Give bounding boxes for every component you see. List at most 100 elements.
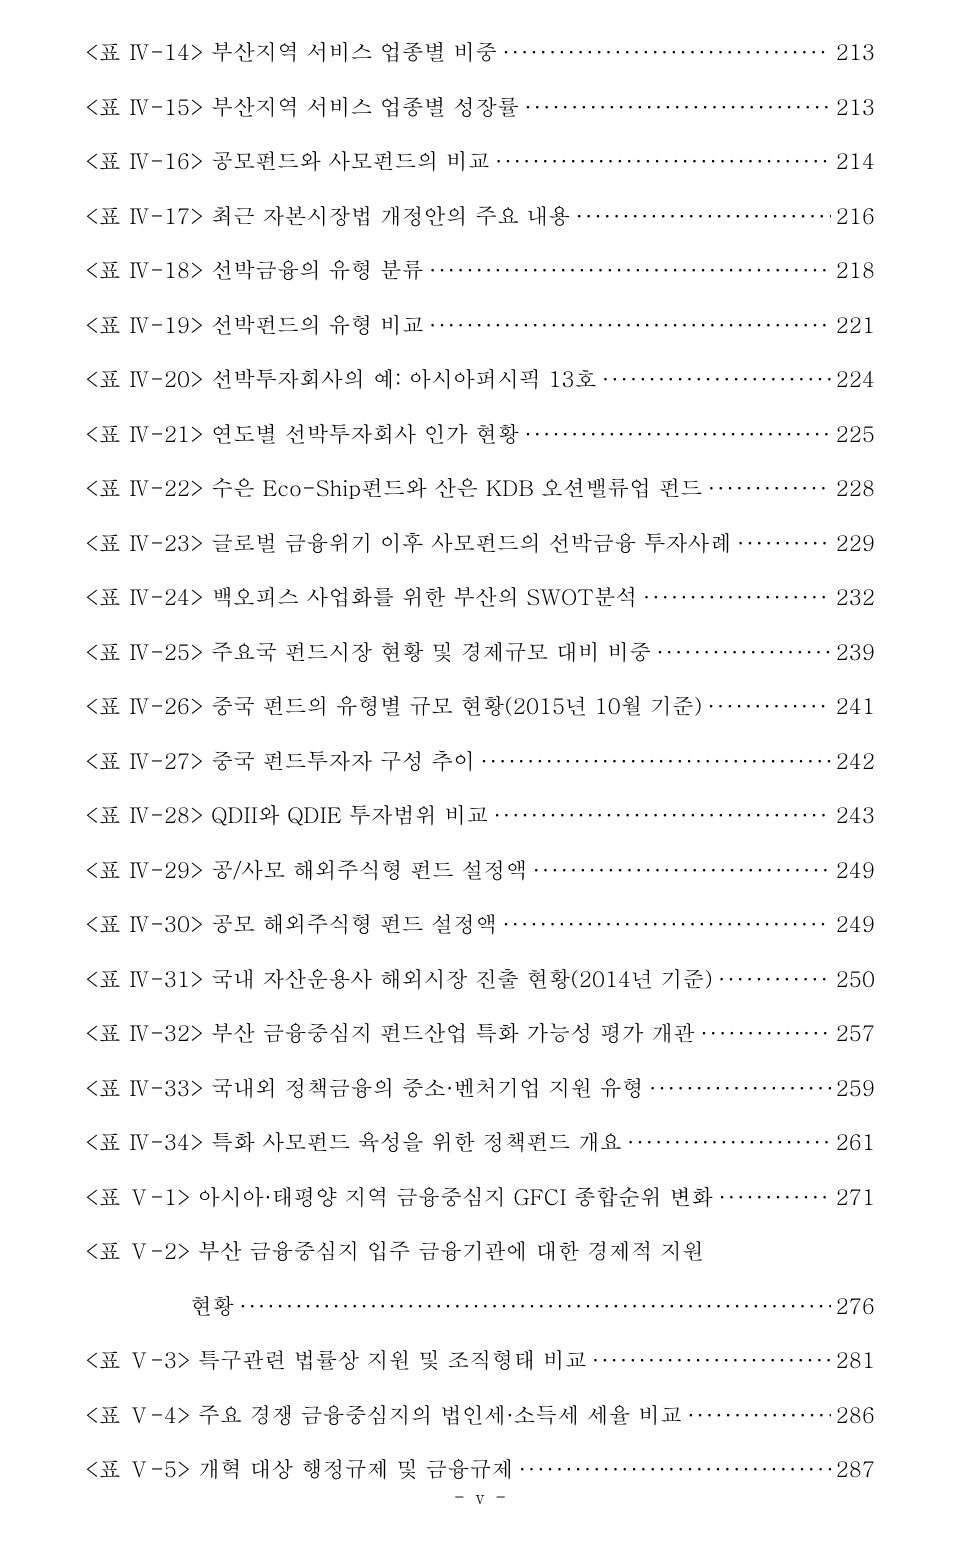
toc-page-number: 249 (836, 907, 875, 940)
toc-dots (737, 526, 831, 559)
toc-entry-label: <표 Ⅳ-29> 공/사모 해외주식형 펀드 설정액 (85, 853, 527, 886)
toc-page-number: 276 (836, 1289, 875, 1322)
toc-entry: <표 Ⅳ-20> 선박투자회사의 예: 아시아퍼시픽 13호224 (85, 362, 875, 395)
toc-dots (708, 471, 831, 504)
toc-entry-label: <표 Ⅳ-33> 국내외 정책금융의 중소·벤처기업 지원 유형 (85, 1071, 644, 1104)
toc-page-number: 257 (836, 1016, 875, 1049)
toc-dots (700, 1016, 831, 1049)
toc-entry-label: <표 Ⅳ-24> 백오피스 사업화를 위한 부산의 SWOT분석 (85, 580, 638, 613)
toc-entry-label: <표 Ⅴ-2> 부산 금융중심지 입주 금융기관에 대한 경제적 지원 (85, 1234, 704, 1267)
toc-dots (480, 744, 831, 777)
toc-entry: <표 Ⅳ-19> 선박펀드의 유형 비교 221 (85, 308, 875, 341)
toc-page-number: 243 (836, 798, 875, 831)
toc-entry-label: <표 Ⅳ-17> 최근 자본시장법 개정안의 주요 내용 (85, 199, 570, 232)
toc-page-number: 261 (836, 1125, 875, 1158)
toc-dots (493, 798, 830, 831)
toc-page-number: 213 (836, 35, 875, 68)
toc-page-number: 239 (836, 635, 875, 668)
table-of-contents: <표 Ⅳ-14> 부산지역 서비스 업종별 비중213<표 Ⅳ-15> 부산지역… (85, 35, 875, 1485)
toc-entry: <표 Ⅳ-14> 부산지역 서비스 업종별 비중 213 (85, 35, 875, 68)
toc-page-number: 232 (836, 580, 875, 613)
toc-page-number: 241 (836, 689, 875, 722)
toc-entry-label: <표 Ⅴ-3> 특구관련 법률상 지원 및 조직형태 비교 (85, 1343, 587, 1376)
toc-dots (707, 689, 830, 722)
toc-entry-label: <표 Ⅳ-21> 연도별 선박투자회사 인가 현황 (85, 417, 519, 450)
toc-entry-label: <표 Ⅳ-28> QDII와 QDIE 투자범위 비교 (85, 798, 488, 831)
toc-entry-label: <표 Ⅳ-34> 특화 사모펀드 육성을 위한 정책펀드 개요 (85, 1125, 622, 1158)
toc-entry-continuation: 현황 276 (85, 1289, 875, 1322)
toc-dots (592, 1343, 831, 1376)
toc-page-number: 218 (836, 253, 875, 286)
toc-dots (524, 417, 831, 450)
toc-page-number: 250 (836, 962, 875, 995)
toc-entry-label: <표 Ⅳ-23> 글로벌 금융위기 이후 사모펀드의 선박금융 투자사례 (85, 526, 732, 559)
toc-entry: <표 Ⅳ-17> 최근 자본시장법 개정안의 주요 내용 216 (85, 199, 875, 232)
toc-entry-label: <표 Ⅴ-4> 주요 경쟁 금융중심지의 법인세·소득세 세율 비교 (85, 1398, 682, 1431)
toc-dots (429, 253, 831, 286)
toc-dots (239, 1289, 831, 1322)
toc-entry: <표 Ⅳ-34> 특화 사모펀드 육성을 위한 정책펀드 개요 261 (85, 1125, 875, 1158)
toc-entry-label: <표 Ⅳ-18> 선박금융의 유형 분류 (85, 253, 424, 286)
toc-page-number: 229 (836, 526, 875, 559)
toc-dots (524, 90, 831, 123)
toc-entry-label: <표 Ⅴ-5> 개혁 대상 행정규제 및 금융규제 (85, 1452, 513, 1485)
toc-entry: <표 Ⅳ-30> 공모 해외주식형 펀드 설정액 249 (85, 907, 875, 940)
toc-page-number: 271 (836, 1180, 875, 1213)
toc-entry-label: <표 Ⅳ-15> 부산지역 서비스 업종별 성장률 (85, 90, 519, 123)
toc-entry: <표 Ⅳ-25> 주요국 펀드시장 현황 및 경제규모 대비 비중 239 (85, 635, 875, 668)
toc-continuation-label: 현황 (190, 1289, 234, 1322)
toc-dots (502, 35, 831, 68)
toc-dots (429, 308, 831, 341)
toc-entry: <표 Ⅴ-4> 주요 경쟁 금융중심지의 법인세·소득세 세율 비교 286 (85, 1398, 875, 1431)
toc-page-number: 216 (836, 199, 875, 232)
page-footer: - ⅴ - (0, 1485, 960, 1510)
toc-dots (575, 199, 830, 232)
toc-entry-label: <표 Ⅳ-22> 수은 Eco-Ship펀드와 산은 KDB 오션밸류업 펀드 (85, 471, 703, 504)
toc-page-number: 224 (836, 362, 875, 395)
toc-dots (627, 1125, 831, 1158)
toc-entry-label: <표 Ⅴ-1> 아시아·태평양 지역 금융중심지 GFCI 종합순위 변화 (85, 1180, 713, 1213)
toc-dots (687, 1398, 831, 1431)
toc-entry: <표 Ⅳ-24> 백오피스 사업화를 위한 부산의 SWOT분석 232 (85, 580, 875, 613)
toc-dots (643, 580, 831, 613)
toc-entry-label: <표 Ⅳ-26> 중국 펀드의 유형별 규모 현황(2015년 10월 기준) (85, 689, 702, 722)
toc-entry-label: <표 Ⅳ-32> 부산 금융중심지 펀드산업 특화 가능성 평가 개관 (85, 1016, 695, 1049)
toc-entry-label: <표 Ⅳ-27> 중국 펀드투자자 구성 추이 (85, 744, 475, 777)
toc-page-number: 221 (836, 308, 875, 341)
toc-entry: <표 Ⅴ-3> 특구관련 법률상 지원 및 조직형태 비교281 (85, 1343, 875, 1376)
toc-entry: <표 Ⅳ-16> 공모펀드와 사모펀드의 비교 214 (85, 144, 875, 177)
toc-entry: <표 Ⅳ-15> 부산지역 서비스 업종별 성장률 213 (85, 90, 875, 123)
toc-page-number: 228 (836, 471, 875, 504)
toc-page-number: 242 (836, 744, 875, 777)
toc-entry: <표 Ⅳ-27> 중국 펀드투자자 구성 추이 242 (85, 744, 875, 777)
toc-page-number: 214 (836, 144, 875, 177)
toc-page-number: 259 (836, 1071, 875, 1104)
toc-dots (649, 1071, 831, 1104)
toc-dots (502, 907, 831, 940)
toc-page-number: 213 (836, 90, 875, 123)
toc-entry: <표 Ⅳ-18> 선박금융의 유형 분류 218 (85, 253, 875, 286)
toc-entry-label: <표 Ⅳ-14> 부산지역 서비스 업종별 비중 (85, 35, 497, 68)
toc-entry-label: <표 Ⅳ-25> 주요국 펀드시장 현황 및 경제규모 대비 비중 (85, 635, 651, 668)
toc-entry: <표 Ⅳ-28> QDII와 QDIE 투자범위 비교 243 (85, 798, 875, 831)
toc-page-number: 287 (836, 1452, 875, 1485)
toc-page-number: 286 (836, 1398, 875, 1431)
toc-entry: <표 Ⅳ-22> 수은 Eco-Ship펀드와 산은 KDB 오션밸류업 펀드 2… (85, 471, 875, 504)
toc-dots (718, 1180, 830, 1213)
toc-entry: <표 Ⅳ-33> 국내외 정책금융의 중소·벤처기업 지원 유형 259 (85, 1071, 875, 1104)
toc-entry: <표 Ⅳ-32> 부산 금융중심지 펀드산업 특화 가능성 평가 개관 257 (85, 1016, 875, 1049)
toc-entry: <표 Ⅳ-21> 연도별 선박투자회사 인가 현황 225 (85, 417, 875, 450)
toc-page-number: 225 (836, 417, 875, 450)
toc-entry: <표 Ⅳ-31> 국내 자산운용사 해외시장 진출 현황(2014년 기준) 25… (85, 962, 875, 995)
toc-dots (718, 962, 831, 995)
toc-entry: <표 Ⅴ-1> 아시아·태평양 지역 금융중심지 GFCI 종합순위 변화 271 (85, 1180, 875, 1213)
toc-entry-label: <표 Ⅳ-30> 공모 해외주식형 펀드 설정액 (85, 907, 497, 940)
toc-dots (656, 635, 831, 668)
toc-dots (602, 362, 831, 395)
toc-entry: <표 Ⅴ-5> 개혁 대상 행정규제 및 금융규제 287 (85, 1452, 875, 1485)
toc-entry-label: <표 Ⅳ-31> 국내 자산운용사 해외시장 진출 현황(2014년 기준) (85, 962, 713, 995)
toc-dots (495, 144, 831, 177)
toc-entry-label: <표 Ⅳ-19> 선박펀드의 유형 비교 (85, 308, 424, 341)
toc-entry: <표 Ⅴ-2> 부산 금융중심지 입주 금융기관에 대한 경제적 지원 (85, 1234, 875, 1267)
toc-entry-label: <표 Ⅳ-16> 공모펀드와 사모펀드의 비교 (85, 144, 490, 177)
